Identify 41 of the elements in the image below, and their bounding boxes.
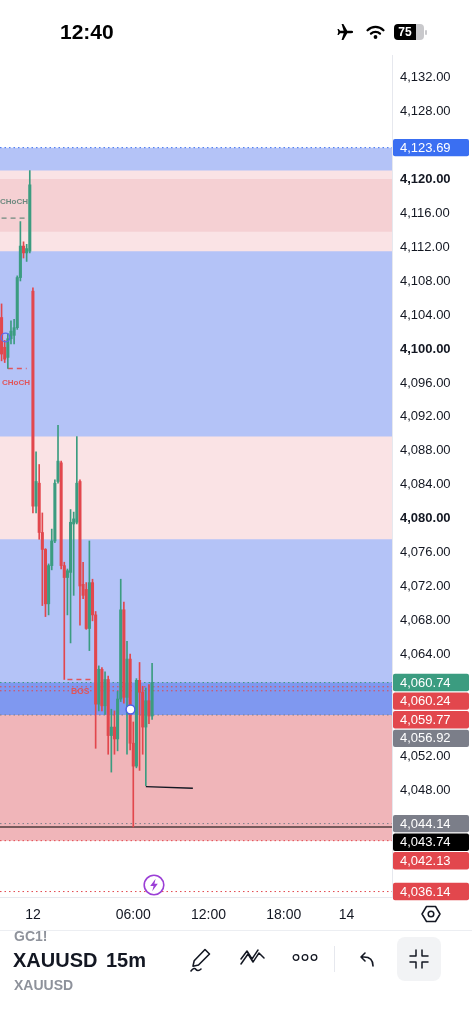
y-tick-label: 4,072.00: [400, 578, 451, 594]
annotation: CHoCH: [2, 378, 30, 388]
y-tick-label: 4,076.00: [400, 544, 451, 560]
y-tick-label: 4,052.00: [400, 748, 451, 764]
x-tick-label: 14: [338, 906, 355, 923]
ref-line-label: 4,060.24: [400, 693, 451, 709]
text: XAUUSD: [13, 949, 98, 971]
ref-line-label: 4,043.74: [400, 834, 451, 850]
ref-line-label: 4,036.14: [400, 883, 451, 899]
y-tick-label: 4,112.00: [400, 238, 450, 254]
y-tick-label: 4,084.00: [400, 476, 451, 492]
ref-line-label: 4,042.13: [400, 852, 451, 868]
y-tick-label: 4,108.00: [400, 272, 451, 288]
y-tick-label: 4,116.00: [400, 204, 450, 220]
y-tick-label: 4,120.00: [400, 170, 451, 186]
y-tick-label: 4,104.00: [400, 306, 451, 322]
y-tick-label: 4,096.00: [400, 374, 451, 390]
x-tick-label: 12: [25, 906, 41, 923]
x-tick-label: 06:00: [115, 906, 151, 923]
ref-line-label: 4,056.92: [400, 730, 451, 746]
text: XAUUSD: [14, 977, 74, 993]
y-tick-label: 4,080.00: [400, 510, 451, 526]
text: GC1!: [14, 928, 48, 944]
text: 12:40: [60, 20, 114, 44]
y-tick-label: 4,132.00: [400, 68, 451, 84]
y-tick-label: 4,128.00: [400, 102, 451, 118]
ref-line-label: 4,123.69: [400, 139, 451, 155]
x-tick-label: 12:00: [191, 906, 227, 923]
y-tick-label: 4,092.00: [400, 408, 451, 424]
y-tick-label: 4,068.00: [400, 612, 451, 628]
y-tick-label: 4,088.00: [400, 442, 451, 458]
annotation: CHoCH: [0, 197, 28, 207]
ref-line-label: 4,059.77: [400, 711, 451, 727]
annotation: BOS: [71, 686, 90, 696]
y-tick-label: 4,064.00: [400, 646, 451, 662]
text: 15m: [106, 949, 147, 971]
ref-line-label: 4,060.74: [400, 674, 451, 690]
ref-line-label: 4,044.14: [400, 815, 451, 831]
y-tick-label: 4,048.00: [400, 782, 451, 798]
x-tick-label: 18:00: [266, 906, 302, 923]
y-tick-label: 4,100.00: [400, 340, 451, 356]
